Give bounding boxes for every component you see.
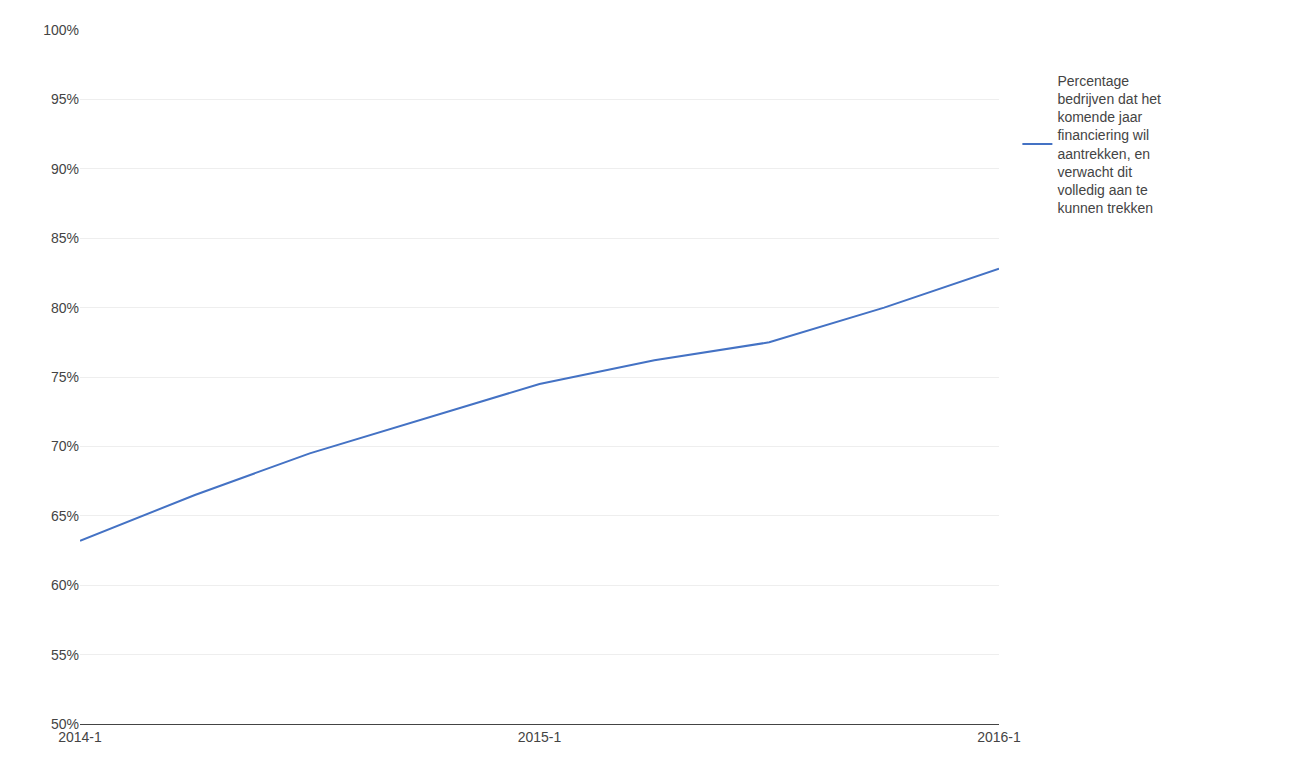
svg-text:55%: 55% — [51, 647, 79, 663]
svg-text:50%: 50% — [51, 716, 79, 732]
svg-text:2014-1: 2014-1 — [58, 729, 102, 745]
svg-text:85%: 85% — [51, 230, 79, 246]
svg-text:Percentagebedrijven dat hetkom: Percentagebedrijven dat hetkomende jaarf… — [1057, 73, 1161, 216]
svg-text:2016-1: 2016-1 — [977, 729, 1021, 745]
svg-text:90%: 90% — [51, 161, 79, 177]
svg-text:70%: 70% — [51, 438, 79, 454]
svg-text:2015-1: 2015-1 — [518, 729, 562, 745]
svg-text:100%: 100% — [43, 22, 79, 38]
svg-text:80%: 80% — [51, 300, 79, 316]
svg-text:95%: 95% — [51, 91, 79, 107]
svg-text:60%: 60% — [51, 577, 79, 593]
svg-text:75%: 75% — [51, 369, 79, 385]
svg-text:65%: 65% — [51, 508, 79, 524]
